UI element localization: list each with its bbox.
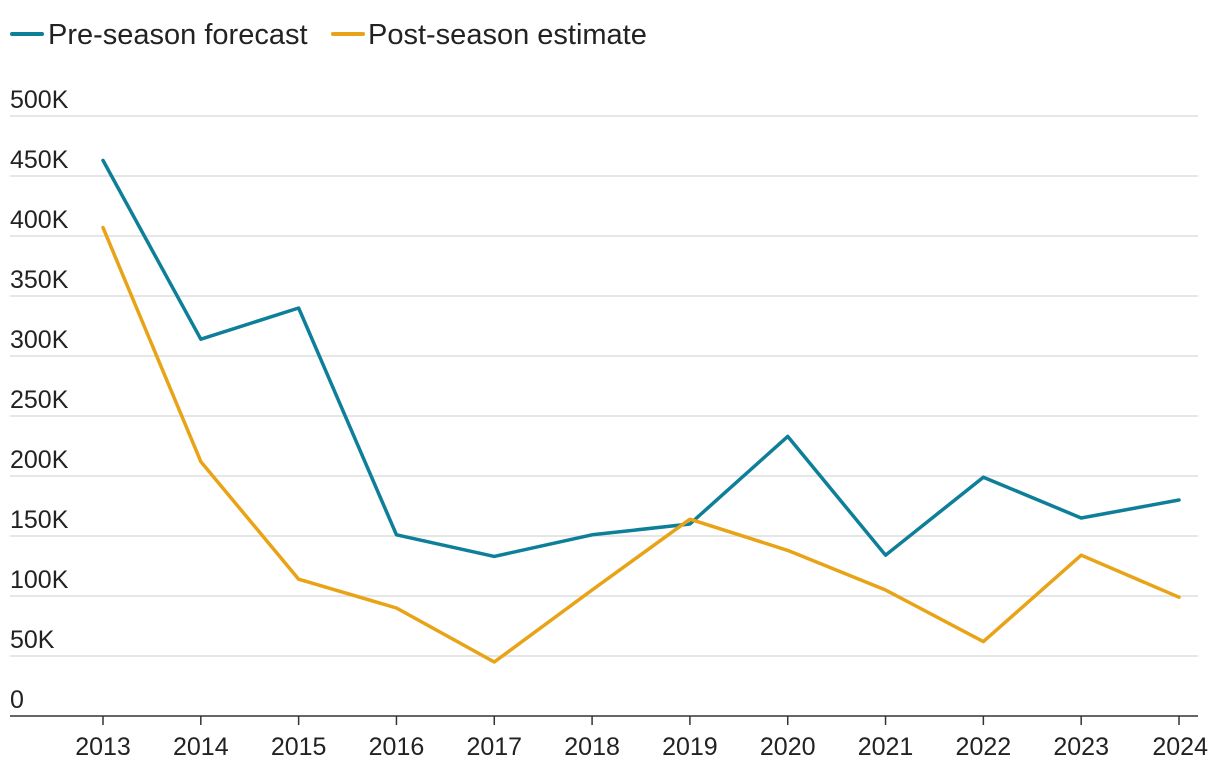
legend-item-post-season: Post-season estimate [331, 19, 647, 51]
x-tick-label: 2015 [271, 733, 327, 761]
x-tick-label: 2024 [1152, 733, 1208, 761]
x-tick-label: 2021 [858, 733, 914, 761]
series-line-pre-season-forecast [101, 158, 1181, 559]
y-tick-label: 50K [10, 626, 55, 654]
legend-label-pre-season: Pre-season forecast [48, 19, 308, 51]
gridlines [10, 115, 1198, 657]
y-tick-label: 150K [10, 506, 69, 534]
y-tick-label: 500K [10, 86, 69, 114]
x-tick-label: 2014 [173, 733, 229, 761]
x-tick-label: 2019 [662, 733, 718, 761]
x-axis: 2013 2014 2015 2016 2017 2018 2019 2020 2021 2022… [10, 715, 1208, 761]
y-tick-label: 450K [10, 146, 69, 174]
legend-item-pre-season: Pre-season forecast [10, 19, 308, 51]
x-tick-label: 2020 [760, 733, 816, 761]
legend-label-post-season: Post-season estimate [368, 19, 647, 51]
y-tick-label: 200K [10, 446, 69, 474]
y-tick-label: 0 [10, 686, 24, 714]
x-tick-label: 2023 [1053, 733, 1109, 761]
x-tick-label: 2016 [369, 733, 425, 761]
x-tick-label: 2013 [75, 733, 131, 761]
y-tick-label: 350K [10, 266, 69, 294]
legend: Pre-season forecast Post-season estimate [10, 19, 647, 51]
x-tick-label: 2017 [466, 733, 522, 761]
y-axis-tick-labels: 0 50K 100K 150K 200K 250K 300K 350K 400K 450K 500K [10, 86, 69, 714]
y-tick-label: 300K [10, 326, 69, 354]
x-tick-label: 2022 [956, 733, 1012, 761]
series-lines [101, 158, 1181, 664]
y-tick-label: 400K [10, 206, 69, 234]
y-tick-label: 250K [10, 386, 69, 414]
series-line-post-season-estimate [101, 225, 1181, 664]
y-tick-label: 100K [10, 566, 69, 594]
x-tick-label: 2018 [564, 733, 620, 761]
